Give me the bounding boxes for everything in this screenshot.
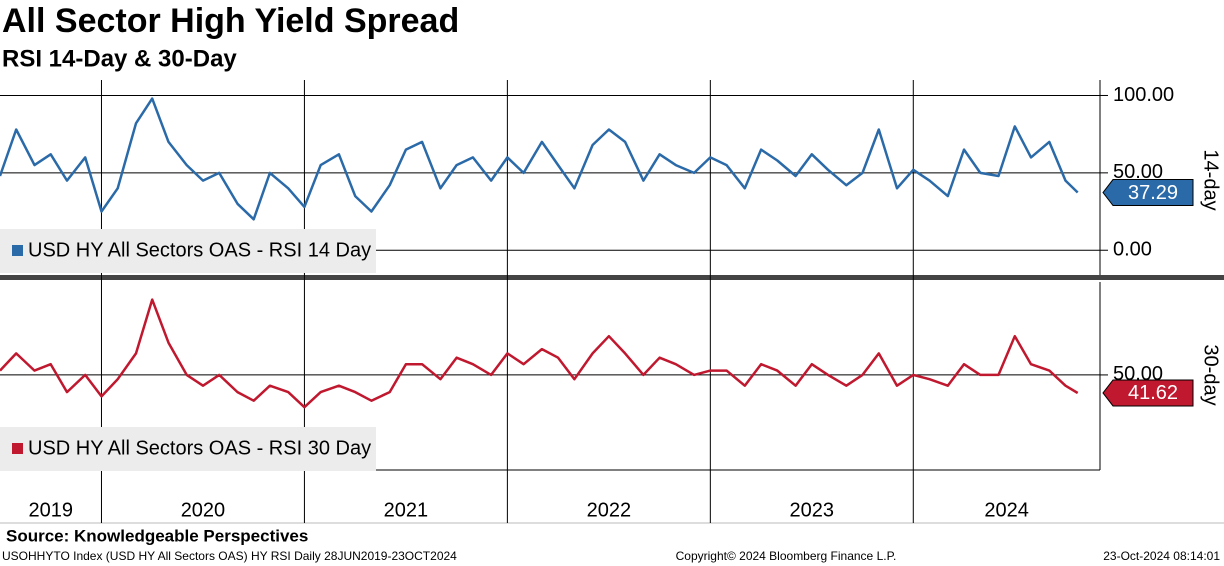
x-tick-label: 2021	[384, 499, 429, 521]
y-tick-label: 100.00	[1113, 84, 1174, 106]
x-tick-label: 2019	[28, 499, 73, 521]
legend-swatch	[12, 245, 23, 256]
panel-divider	[0, 275, 1224, 280]
series-line	[0, 97, 1079, 221]
y-tick-label: 0.00	[1113, 239, 1152, 261]
chart-title: All Sector High Yield Spread	[2, 2, 459, 40]
last-value-label: 37.29	[1128, 182, 1178, 204]
x-tick-label: 2020	[181, 499, 226, 521]
y-tick-label: 50.00	[1113, 161, 1163, 183]
y-axis-label: 14-day	[1200, 149, 1222, 210]
last-value-tag	[1102, 179, 1194, 207]
footer-center: Copyright© 2024 Bloomberg Finance L.P.	[676, 549, 897, 563]
chart-subtitle: RSI 14-Day & 30-Day	[2, 45, 237, 72]
last-value-tag	[1102, 379, 1194, 407]
x-tick-label: 2024	[984, 499, 1029, 521]
legend-label: USD HY All Sectors OAS - RSI 30 Day	[28, 437, 371, 459]
legend-box	[0, 229, 376, 273]
series-line	[0, 298, 1079, 409]
last-value-label: 41.62	[1128, 382, 1178, 404]
legend-label: USD HY All Sectors OAS - RSI 14 Day	[28, 239, 371, 261]
x-tick-label: 2023	[790, 499, 835, 521]
legend-box	[0, 427, 376, 471]
footer-left: USOHHYTO Index (USD HY All Sectors OAS) …	[2, 549, 457, 563]
footer-right: 23-Oct-2024 08:14:01	[1103, 549, 1220, 563]
source: Source: Knowledgeable Perspectives	[6, 526, 308, 545]
y-axis-label: 30-day	[1200, 344, 1222, 405]
x-tick-label: 2022	[587, 499, 632, 521]
legend-swatch	[12, 443, 23, 454]
